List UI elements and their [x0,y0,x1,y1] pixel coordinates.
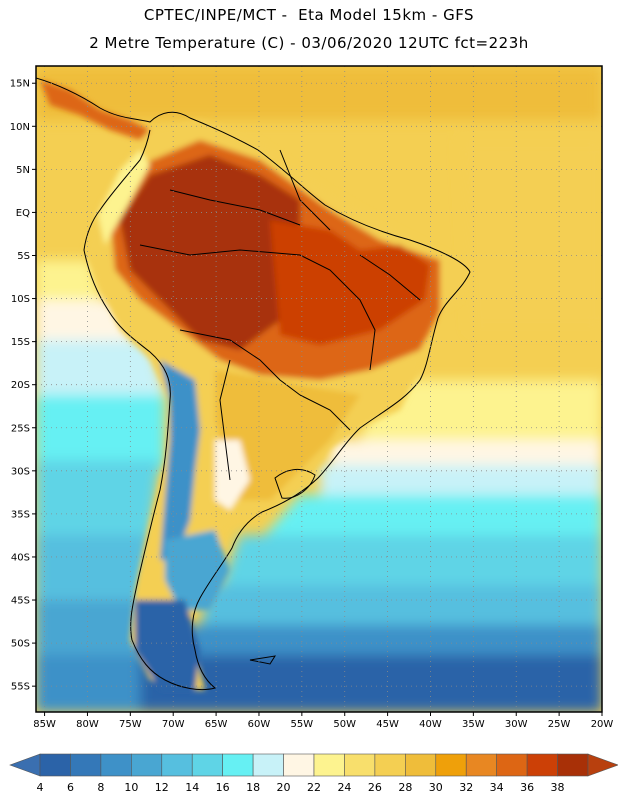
lon-label: 80W [76,719,99,730]
lat-label: 15S [11,337,30,348]
colorbar-swatch [435,753,467,777]
lat-label: 20S [11,380,30,391]
colorbar-label: 22 [307,781,321,794]
colorbar-label: 30 [429,781,443,794]
lon-label: 20W [591,719,614,730]
colorbar-label: 4 [37,781,44,794]
lon-label: 70W [162,719,185,730]
colorbar-label: 34 [490,781,504,794]
chart-title-line1: CPTEC/INPE/MCT - Eta Model 15km - GFS [143,6,475,24]
lon-label: 75W [119,719,142,730]
colorbar-swatch [344,753,376,777]
latitude-labels: 15N 10N 5N EQ 5S 10S 15S 20S 25S 30S 35S 40S 45S 50S 5… [10,79,36,693]
colorbar-label: 14 [185,781,199,794]
lon-label: 25W [548,719,571,730]
colorbar-swatch [374,753,406,777]
lat-label: 5N [16,165,30,176]
colorbar-label: 8 [97,781,104,794]
colorbar-swatch [252,753,284,777]
lat-label: 15N [10,79,30,90]
colorbar-swatch [161,753,193,777]
colorbar-low-arrow [9,753,41,777]
colorbar-label: 6 [67,781,74,794]
lat-label: 10S [11,294,30,305]
lat-label: 5S [17,251,30,262]
colorbar-label: 32 [459,781,473,794]
colorbar-label: 24 [337,781,351,794]
ocean-bands [36,66,602,712]
lat-label: 25S [11,423,30,434]
colorbar-swatch [496,753,528,777]
lon-label: 30W [505,719,528,730]
colorbar-label: 12 [155,781,169,794]
lat-label: 30S [11,466,30,477]
lon-label: 65W [205,719,228,730]
lon-label: 55W [291,719,314,730]
lon-label: 50W [333,719,356,730]
colorbar-label: 28 [398,781,412,794]
colorbar-label: 10 [124,781,138,794]
colorbar-swatch [191,753,223,777]
colorbar-swatch [100,753,132,777]
lon-label: 40W [419,719,442,730]
lon-label: 35W [462,719,485,730]
lat-label: 50S [11,639,30,650]
lat-label: 55S [11,682,30,693]
colorbar-swatch [131,753,163,777]
lat-label: EQ [16,208,30,219]
colorbar-label: 38 [551,781,565,794]
map-frame [35,65,603,713]
chart-title-line2: 2 Metre Temperature (C) - 03/06/2020 12U… [89,34,529,52]
colorbar-label: 18 [246,781,260,794]
colorbar-swatch [222,753,254,777]
colorbar-swatch [39,753,71,777]
lat-label: 40S [11,552,30,563]
colorbar-swatch [70,753,102,777]
colorbar-high-arrow [587,753,618,777]
colorbar: 4 6 8 10 12 14 16 18 20 22 24 26 28 30 32 34 36 38 [9,753,618,794]
colorbar-label: 16 [216,781,230,794]
colorbar-label: 26 [368,781,382,794]
colorbar-swatch [557,753,589,777]
lat-label: 35S [11,509,30,520]
colorbar-swatch [405,753,437,777]
lon-label: 85W [33,719,56,730]
lon-label: 60W [248,719,271,730]
lon-label: 45W [376,719,399,730]
coastlines [36,77,471,691]
lat-label: 45S [11,596,30,607]
colorbar-swatch [526,753,558,777]
lat-label: 10N [10,122,30,133]
longitude-labels: 85W 80W 75W 70W 65W 60W 55W 50W 45W 40W 35W 30W 25W 2… [33,712,613,730]
colorbar-swatch [313,753,345,777]
colorbar-label: 36 [520,781,534,794]
map-field [36,66,602,712]
colorbar-swatch [465,753,497,777]
colorbar-swatch [283,753,315,777]
colorbar-label: 20 [277,781,291,794]
